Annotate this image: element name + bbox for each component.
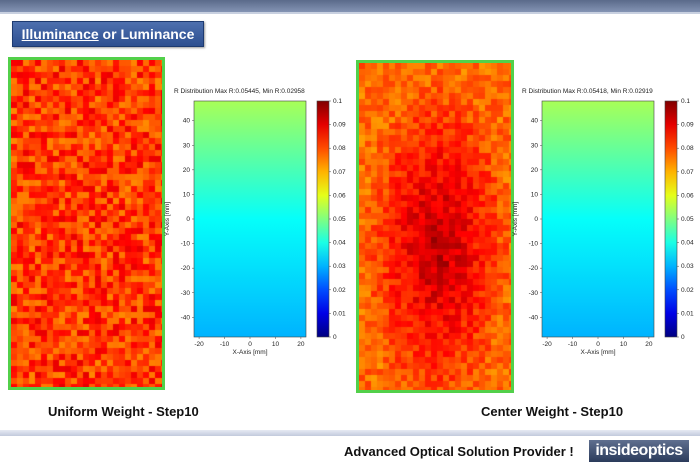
colorbar-tick-label: 0.09	[333, 122, 346, 129]
x-tick-label: 10	[272, 341, 280, 348]
y-tick-label: -40	[181, 314, 191, 321]
plot-area	[541, 100, 655, 338]
y-tick-label: 30	[531, 142, 539, 149]
y-tick-label: 0	[186, 216, 190, 223]
y-axis-label: Y-Axis [mm]	[512, 202, 519, 237]
bottom-divider	[0, 430, 700, 436]
colorbar-tick-label: 0.01	[681, 310, 694, 317]
left-raytrace-canvas	[11, 60, 162, 387]
caption-center-weight: Center Weight - Step10	[481, 404, 624, 419]
y-tick-label: 0	[534, 216, 538, 223]
y-tick-label: 20	[183, 167, 191, 174]
colorbar-tick-label: 0	[681, 334, 685, 341]
y-tick-label: -30	[529, 290, 539, 297]
y-tick-label: -40	[529, 314, 539, 321]
y-tick-label: -10	[181, 241, 191, 248]
colorbar	[316, 100, 330, 338]
y-tick-label: 20	[531, 167, 539, 174]
colorbar-tick-label: 0.01	[333, 310, 346, 317]
y-tick-label: 30	[183, 142, 191, 149]
y-tick-label: -20	[181, 265, 191, 272]
x-tick-label: 0	[248, 341, 252, 348]
x-axis-label: X-Axis [mm]	[580, 349, 615, 356]
x-tick-label: -20	[542, 341, 552, 348]
y-tick-label: 40	[183, 118, 191, 125]
company-logo: insideoptics	[589, 440, 689, 462]
chart-title: R Distribution Max R:0.05418, Min R:0.02…	[522, 88, 653, 95]
section-title: Illuminance or Luminance	[12, 21, 204, 47]
colorbar	[664, 100, 678, 338]
colorbar-tick-label: 0.02	[681, 287, 694, 294]
y-tick-label: -20	[529, 265, 539, 272]
colorbar-tick-label: 0	[333, 334, 337, 341]
y-tick-label: -30	[181, 290, 191, 297]
x-tick-label: -10	[568, 341, 578, 348]
colorbar-tick-label: 0.02	[333, 287, 346, 294]
colorbar-tick-label: 0.08	[333, 145, 346, 152]
colorbar-tick-label: 0.04	[681, 240, 694, 247]
y-tick-label: 40	[531, 118, 539, 125]
colorbar-tick-label: 0.08	[681, 145, 694, 152]
colorbar-tick-label: 0.07	[681, 169, 694, 176]
chart-title: R Distribution Max R:0.05445, Min R:0.02…	[174, 88, 305, 95]
left-raytrace-map	[8, 57, 165, 390]
x-axis-label: X-Axis [mm]	[232, 349, 267, 356]
colorbar-tick-label: 0.09	[681, 122, 694, 129]
x-tick-label: -20	[194, 341, 204, 348]
right-raytrace-canvas	[359, 63, 511, 390]
colorbar-tick-label: 0.03	[333, 263, 346, 270]
y-tick-label: 10	[183, 191, 191, 198]
colorbar-tick-label: 0.04	[333, 240, 346, 247]
right-raytrace-map	[356, 60, 514, 393]
footer-slogan: Advanced Optical Solution Provider !	[344, 444, 574, 459]
colorbar-tick-label: 0.1	[681, 98, 690, 105]
colorbar-tick-label: 0.05	[333, 216, 346, 223]
section-title-underlined: Illuminance	[21, 26, 99, 42]
colorbar-tick-label: 0.03	[681, 263, 694, 270]
plot-area	[193, 100, 307, 338]
top-divider	[0, 12, 700, 14]
x-tick-label: 20	[297, 341, 305, 348]
right-r-distribution-chart: R Distribution Max R:0.05418, Min R:0.02…	[512, 88, 694, 356]
section-title-rest: or Luminance	[98, 26, 195, 42]
top-bar	[0, 0, 700, 12]
colorbar-tick-label: 0.07	[333, 169, 346, 176]
colorbar-tick-label: 0.06	[681, 192, 694, 199]
left-r-distribution-chart: R Distribution Max R:0.05445, Min R:0.02…	[164, 88, 346, 356]
colorbar-tick-label: 0.06	[333, 192, 346, 199]
y-tick-label: 10	[531, 191, 539, 198]
colorbar-tick-label: 0.05	[681, 216, 694, 223]
x-tick-label: 0	[596, 341, 600, 348]
colorbar-tick-label: 0.1	[333, 98, 342, 105]
x-tick-label: -10	[220, 341, 230, 348]
x-tick-label: 10	[620, 341, 628, 348]
caption-uniform-weight: Uniform Weight - Step10	[48, 404, 199, 419]
y-axis-label: Y-Axis [mm]	[164, 202, 171, 237]
y-tick-label: -10	[529, 241, 539, 248]
x-tick-label: 20	[645, 341, 653, 348]
